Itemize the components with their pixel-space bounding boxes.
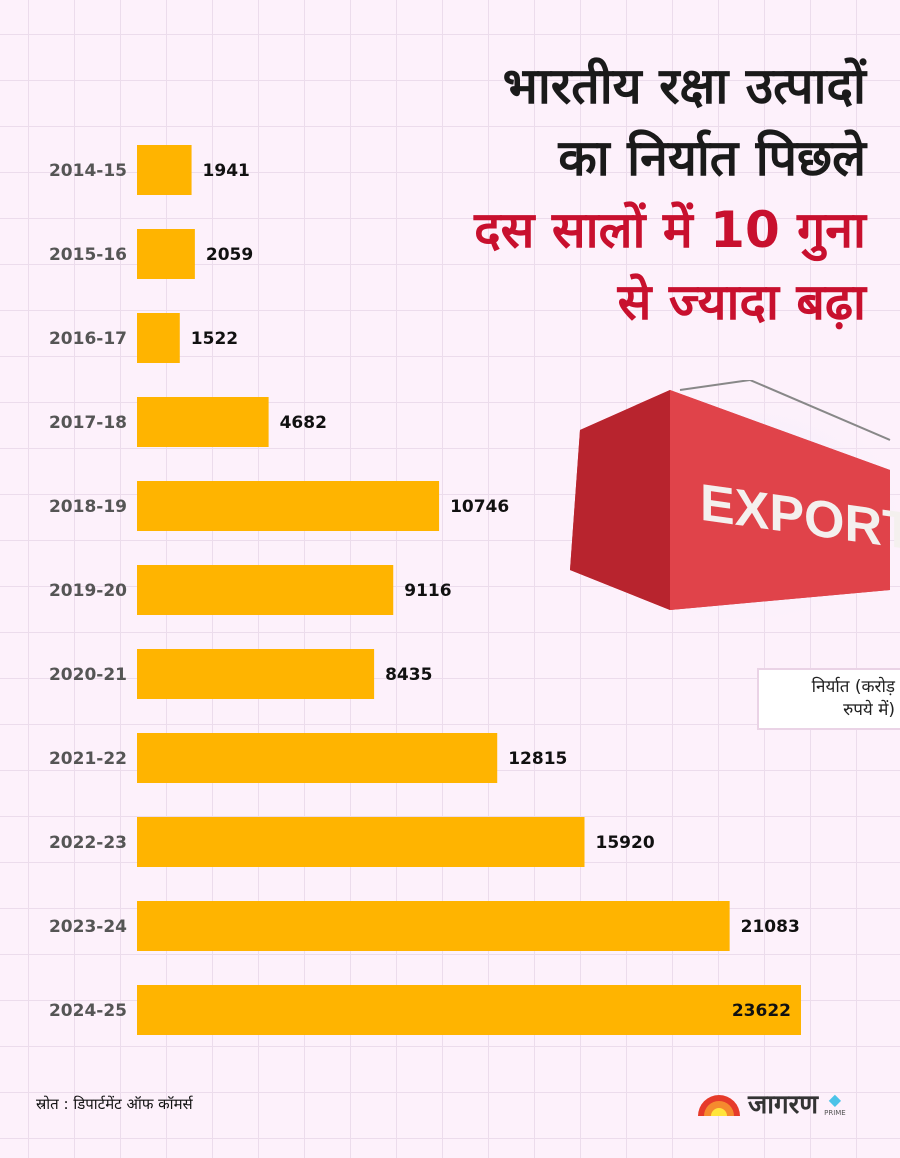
jagran-prime-logo: जागरण ◆ PRIME [696,1085,846,1121]
category-label: 2020-21 [49,665,127,685]
diamond-icon: ◆ [828,1089,842,1109]
unit-legend: निर्यात (करोड़ रुपये में) [757,668,900,730]
bar [137,313,180,363]
logo-text: जागरण [748,1090,819,1120]
value-label: 1941 [203,161,250,181]
category-label: 2017-18 [49,413,127,433]
value-label: 4682 [280,413,327,433]
value-label: 8435 [385,665,432,685]
bar [137,481,440,531]
category-label: 2015-16 [49,245,127,265]
bar [137,901,730,951]
legend-line-2: रुपये में) [843,700,895,720]
value-label: 1522 [191,329,238,349]
prime-label: PRIME [824,1108,846,1117]
source-note: स्रोत : डिपार्टमेंट ऑफ कॉमर्स [36,1095,193,1113]
bar [137,733,498,783]
title-line-2: का निर्यात पिछले [558,129,866,187]
bar [137,145,192,195]
title-line-4: से ज्यादा बढ़ा [617,273,866,331]
category-label: 2014-15 [49,161,127,181]
bar [137,229,195,279]
value-label: 9116 [404,581,451,601]
category-label: 2016-17 [49,329,127,349]
prime-badge: ◆ PRIME [824,1090,846,1117]
category-label: 2024-25 [49,1001,127,1021]
title-line-1: भारतीय रक्षा उत्पादों [502,57,866,115]
legend-line-1: निर्यात (करोड़ [811,677,895,697]
value-label: 10746 [450,497,509,517]
value-label: 12815 [508,749,567,769]
category-label: 2019-20 [49,581,127,601]
export-container-illustration: EXPORT [570,380,900,620]
bar [137,649,375,699]
title-line-3: दस सालों में 10 गुना [474,201,866,259]
bar [137,985,801,1035]
value-label: 15920 [596,833,655,853]
bar [137,565,394,615]
category-label: 2022-23 [49,833,127,853]
value-label: 23622 [732,1001,791,1021]
category-label: 2023-24 [49,917,127,937]
value-label: 2059 [206,245,253,265]
sun-logo-icon [698,1095,740,1116]
bar [137,397,269,447]
category-label: 2018-19 [49,497,127,517]
chart-title: भारतीय रक्षा उत्पादों का निर्यात पिछले द… [474,50,866,338]
bar [137,817,585,867]
category-label: 2021-22 [49,749,127,769]
value-label: 21083 [741,917,800,937]
